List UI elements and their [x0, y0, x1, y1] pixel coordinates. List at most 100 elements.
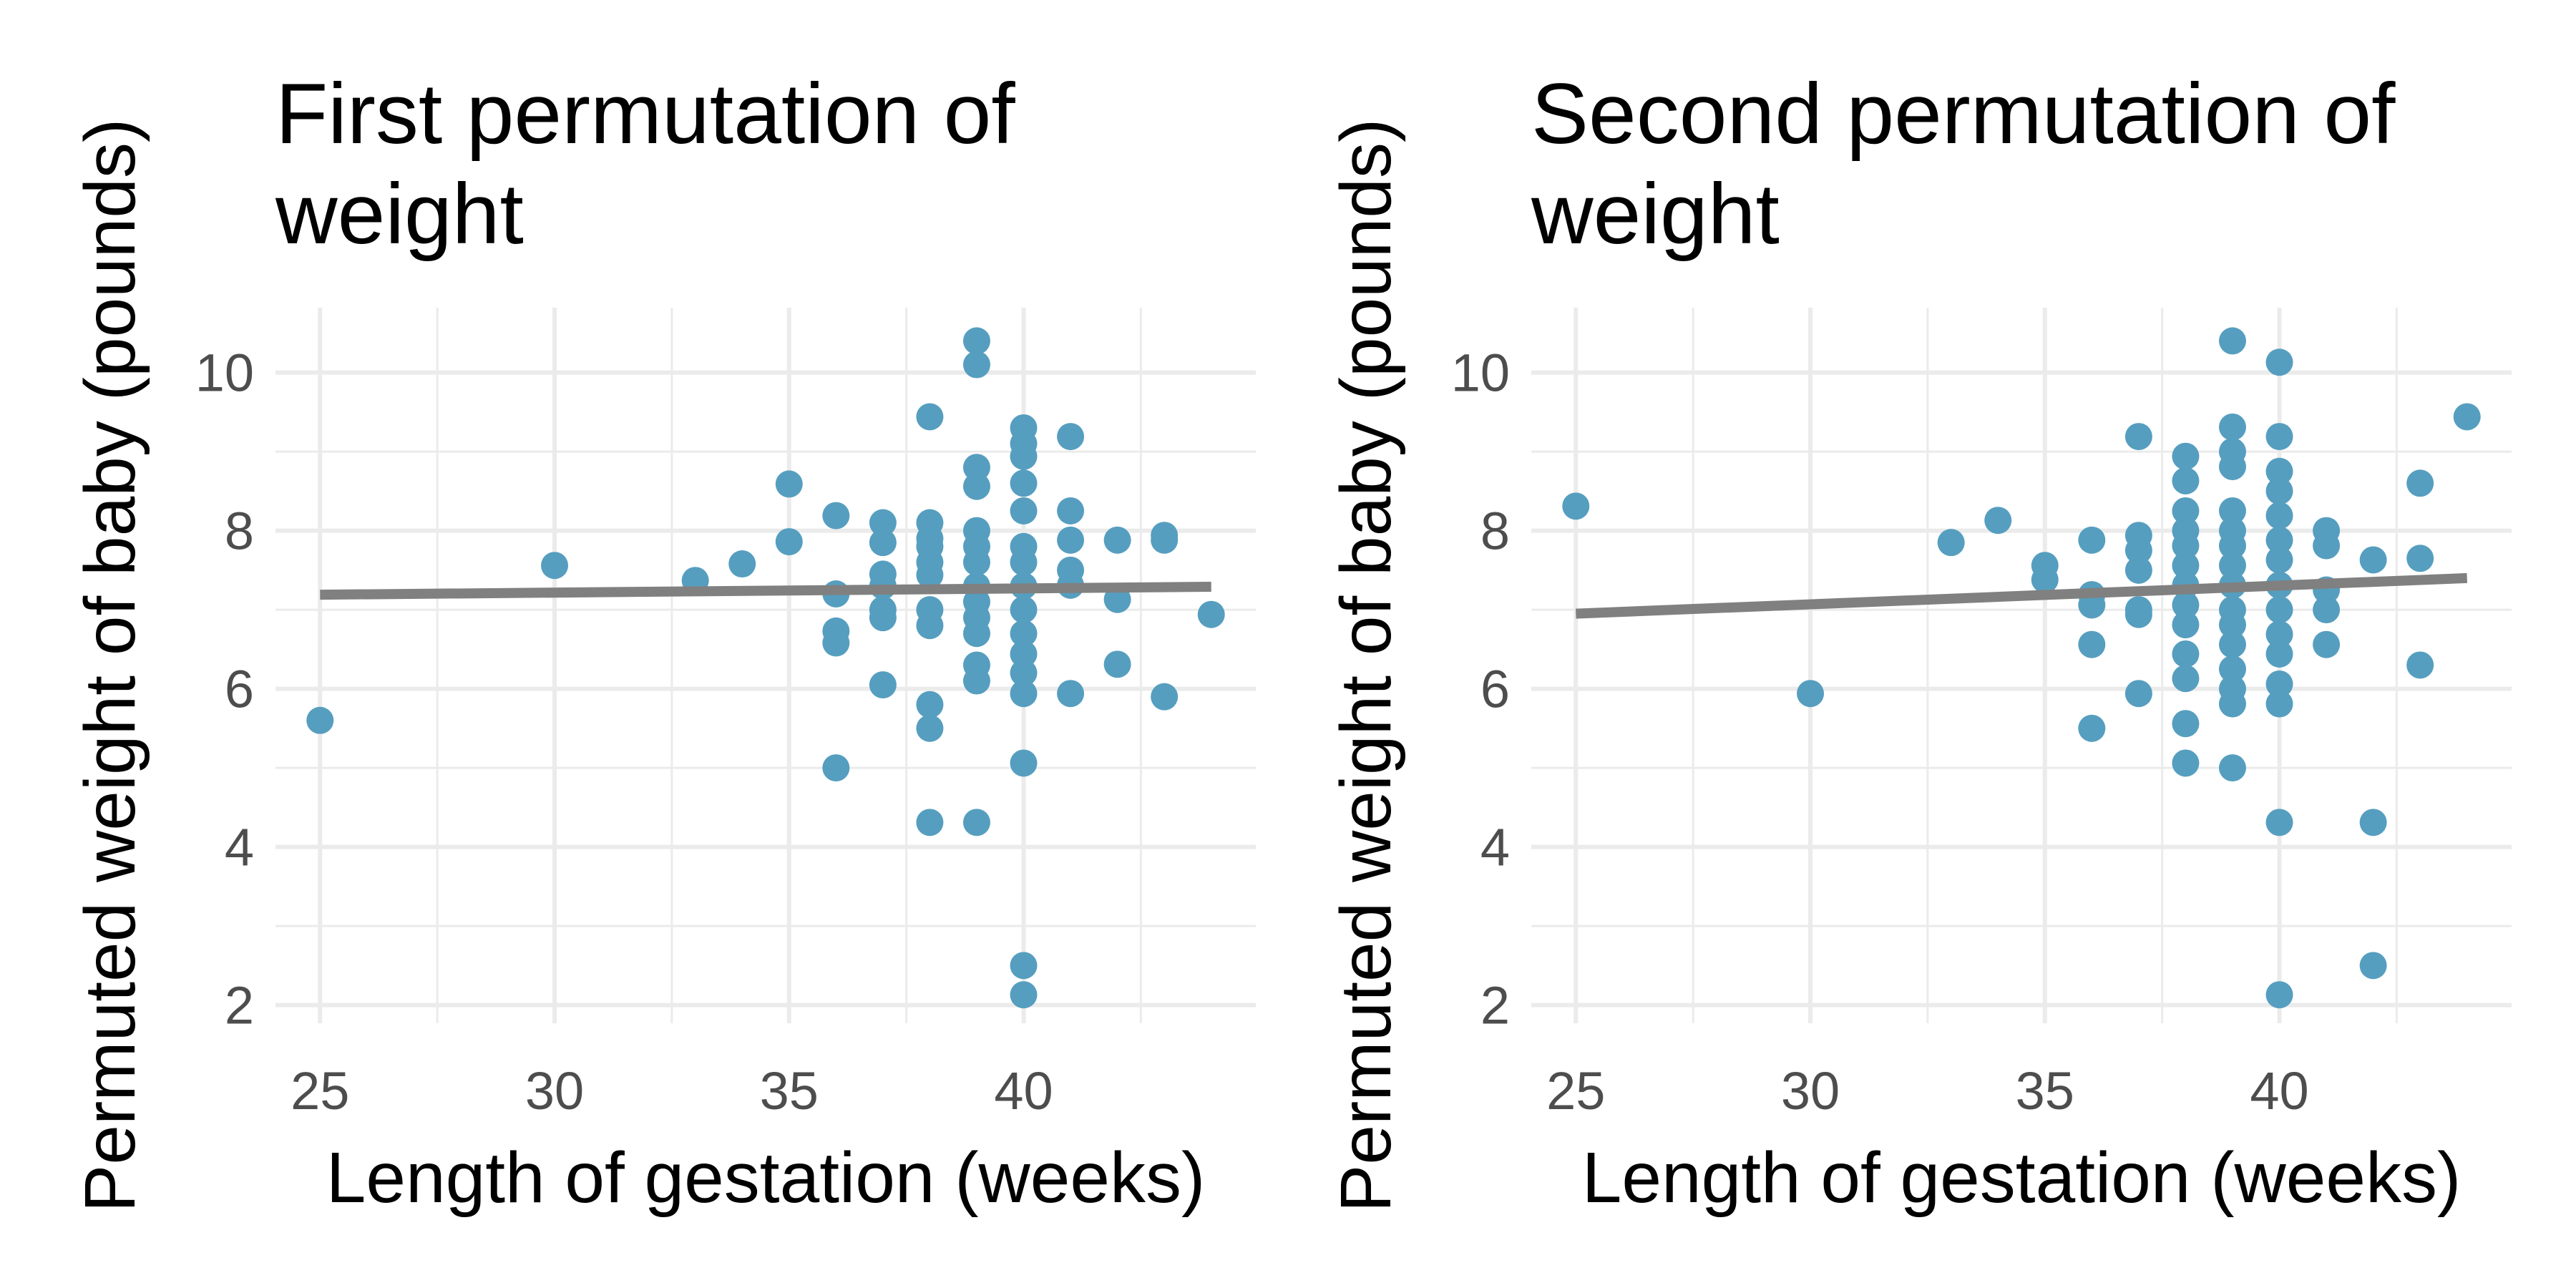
data-point	[2172, 749, 2200, 777]
data-point	[2359, 546, 2387, 574]
x-tick-label: 30	[525, 1061, 584, 1121]
y-tick-label: 8	[1480, 502, 1510, 561]
data-point	[2313, 532, 2341, 560]
x-tick-label: 35	[760, 1061, 819, 1121]
data-point	[2172, 591, 2200, 619]
data-point	[2265, 690, 2293, 718]
data-point	[2078, 630, 2106, 658]
y-tick-label: 6	[225, 660, 254, 719]
y-tick-label: 4	[225, 818, 254, 877]
data-point	[2313, 630, 2341, 658]
data-point	[916, 714, 944, 742]
y-tick-label: 6	[1480, 660, 1510, 719]
y-tick-label: 2	[1480, 976, 1510, 1035]
data-point	[1057, 497, 1085, 525]
data-point	[2265, 502, 2293, 530]
data-point	[2313, 596, 2341, 624]
data-point	[2218, 552, 2246, 580]
data-point	[2218, 532, 2246, 560]
data-point	[1010, 620, 1038, 648]
data-point	[2172, 710, 2200, 738]
data-point	[1197, 600, 1225, 628]
data-point	[2172, 532, 2200, 560]
y-axis-label: Permuted weight of baby (pounds)	[70, 119, 150, 1213]
panel-title-line-1: Second permutation of	[1531, 66, 2396, 162]
scatter-points	[306, 327, 1225, 1009]
data-point	[1797, 680, 1825, 708]
x-tick-label: 25	[291, 1061, 349, 1121]
data-point	[1103, 650, 1131, 678]
data-point	[2265, 457, 2293, 485]
data-point	[962, 327, 990, 355]
minor-gridlines	[275, 308, 1256, 1023]
x-tick-labels: 25 30 35 40	[291, 1061, 1053, 1121]
data-point	[2172, 640, 2200, 668]
data-point	[2172, 442, 2200, 470]
data-point	[2218, 690, 2246, 718]
x-tick-label: 40	[2250, 1061, 2308, 1121]
data-point	[1010, 640, 1038, 668]
data-point	[1010, 469, 1038, 497]
data-point	[2265, 596, 2293, 624]
data-point	[2218, 413, 2246, 441]
x-axis-label: Length of gestation (weeks)	[326, 1138, 1206, 1218]
x-tick-labels: 25 30 35 40	[1546, 1061, 2309, 1121]
first-permutation-panel: First permutation of weight 25 30 35 40 2 4 6…	[70, 66, 1256, 1218]
data-point	[822, 754, 850, 782]
data-point	[2265, 670, 2293, 698]
data-point	[1103, 526, 1131, 554]
data-point	[1010, 952, 1038, 980]
data-point	[2265, 423, 2293, 451]
data-point	[1010, 548, 1038, 576]
data-point	[916, 403, 944, 431]
data-point	[775, 528, 803, 556]
data-point	[2124, 680, 2152, 708]
plot-area	[1531, 308, 2512, 1023]
data-point	[2265, 526, 2293, 554]
data-point	[1010, 749, 1038, 777]
y-tick-label: 4	[1480, 818, 1510, 877]
regression-line	[1575, 572, 2468, 619]
data-point	[869, 509, 897, 537]
second-permutation-panel: Second permutation of weight 25 30 35 40 2 4…	[1326, 66, 2512, 1218]
data-point	[2218, 453, 2246, 481]
data-point	[962, 454, 990, 482]
data-point	[2265, 981, 2293, 1009]
data-point	[1151, 526, 1179, 554]
data-point	[962, 548, 990, 576]
data-point	[822, 629, 850, 657]
data-point	[1057, 526, 1085, 554]
data-point	[916, 809, 944, 836]
x-tick-label: 35	[2016, 1061, 2074, 1121]
data-point	[2218, 327, 2246, 355]
data-point	[962, 620, 990, 648]
data-point	[2172, 552, 2200, 580]
data-point	[1057, 423, 1085, 451]
data-point	[916, 612, 944, 640]
data-point	[2406, 651, 2434, 679]
data-point	[2265, 620, 2293, 648]
y-tick-label: 10	[1451, 343, 1510, 403]
data-point	[1010, 442, 1038, 470]
x-tick-label: 40	[994, 1061, 1053, 1121]
data-point	[2124, 537, 2152, 565]
x-tick-label: 30	[1781, 1061, 1840, 1121]
data-point	[1010, 497, 1038, 525]
y-tick-label: 10	[195, 343, 254, 403]
data-point	[916, 691, 944, 718]
data-point	[2265, 348, 2293, 376]
data-point	[2218, 611, 2246, 639]
data-point	[2265, 640, 2293, 668]
data-point	[2172, 665, 2200, 693]
data-point	[1937, 529, 1965, 557]
data-point	[822, 502, 850, 530]
data-point	[2031, 566, 2059, 594]
data-point	[869, 604, 897, 632]
panel-title-line-2: weight	[1531, 166, 1780, 262]
data-point	[306, 706, 334, 734]
data-point	[1010, 680, 1038, 708]
data-point	[775, 470, 803, 498]
data-point	[869, 671, 897, 699]
data-point	[2218, 655, 2246, 683]
plot-area	[275, 308, 1256, 1023]
